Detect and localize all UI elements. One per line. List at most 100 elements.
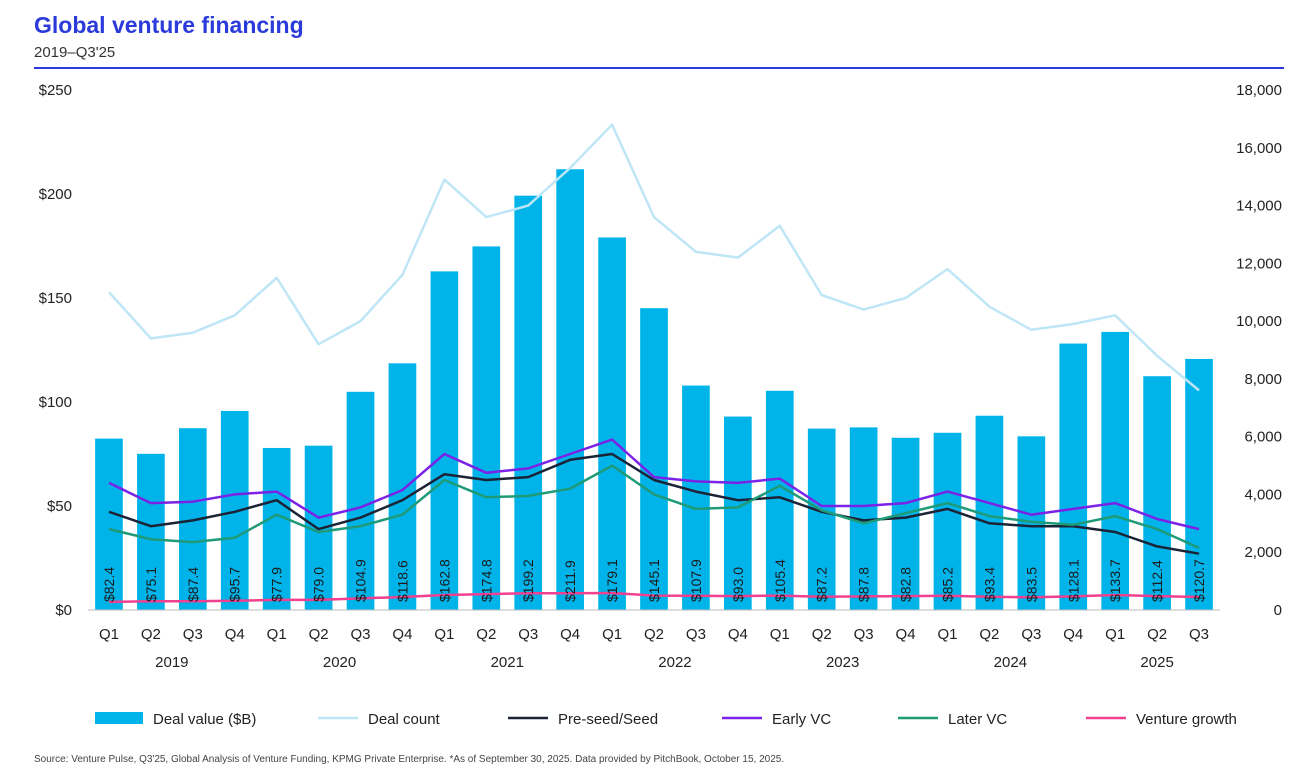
bar-data-label: $93.4 (981, 567, 997, 602)
x-axis-year-label: 2023 (826, 654, 859, 671)
right-axis-tick-label: 8,000 (1244, 371, 1282, 388)
right-axis-tick-label: 14,000 (1236, 198, 1282, 215)
x-axis-quarter-label: Q4 (1063, 626, 1083, 643)
bar-data-label: $107.9 (688, 559, 704, 602)
left-axis-tick-label: $100 (39, 394, 72, 411)
deal-value-bar (1059, 343, 1088, 610)
x-axis-quarter-label: Q3 (1189, 626, 1209, 643)
bar-data-label: $87.4 (185, 567, 201, 602)
x-axis-quarter-label: Q2 (476, 626, 496, 643)
right-axis-tick-label: 10,000 (1236, 313, 1282, 330)
deal-value-bar (598, 237, 626, 611)
x-axis-quarter-label: Q2 (309, 626, 329, 643)
x-axis-quarter-label: Q1 (1105, 626, 1125, 643)
x-axis-quarter-label: Q2 (644, 626, 664, 643)
deal-value-bar (724, 416, 752, 610)
legend-label: Early VC (772, 711, 831, 728)
deal-count-line (108, 123, 1200, 392)
right-axis-tick-label: 4,000 (1244, 486, 1282, 503)
bar-data-label: $95.7 (227, 567, 243, 602)
x-axis-quarter-label: Q1 (770, 626, 790, 643)
x-axis-quarter-label: Q4 (728, 626, 748, 643)
bar-data-label: $93.0 (730, 567, 746, 602)
x-axis-quarter-label: Q4 (896, 626, 916, 643)
bar-data-label: $112.4 (1149, 560, 1165, 602)
venture-growth-line (108, 591, 1200, 604)
left-axis-tick-label: $0 (55, 602, 72, 619)
x-axis-quarter-label: Q2 (141, 626, 161, 643)
bar-data-label: $82.4 (101, 567, 117, 602)
x-axis-quarter-label: Q3 (351, 626, 371, 643)
legend-label: Later VC (948, 711, 1007, 728)
deal-value-bar (1101, 331, 1130, 610)
right-axis-tick-label: 0 (1274, 602, 1282, 619)
bar-data-label: $105.4 (772, 559, 788, 602)
deal-value-bar (891, 437, 920, 610)
x-axis-quarter-label: Q1 (99, 626, 119, 643)
deal-value-bar (388, 363, 417, 610)
x-axis-quarter-label: Q1 (602, 626, 622, 643)
bar-data-label: $79.0 (311, 567, 327, 602)
chart-subtitle: 2019–Q3'25 (34, 44, 116, 61)
x-axis-quarter-label: Q1 (937, 626, 957, 643)
right-axis-tick-label: 12,000 (1236, 255, 1282, 272)
chart-title: Global venture financing (34, 12, 304, 38)
deal-value-bar (472, 246, 501, 610)
x-axis-year-label: 2020 (323, 654, 356, 671)
later-vc-line (108, 464, 1200, 550)
x-axis-quarter-label: Q1 (267, 626, 287, 643)
right-axis-tick-label: 2,000 (1244, 544, 1282, 561)
deal-value-bar (95, 438, 123, 610)
deal-value-bar (1143, 376, 1171, 610)
bar-data-label: $211.9 (562, 560, 578, 602)
left-axis-tick-label: $200 (39, 186, 72, 203)
x-axis-quarter-label: Q2 (979, 626, 999, 643)
bar-data-label: $128.1 (1065, 559, 1081, 602)
left-axis-tick-label: $50 (47, 498, 72, 515)
x-axis-quarter-label: Q2 (812, 626, 832, 643)
bar-data-label: $75.1 (143, 567, 159, 602)
deal-value-bar (1185, 358, 1213, 610)
pre-seed-seed-line (108, 452, 1200, 555)
bar-data-label: $162.8 (436, 559, 452, 602)
bar-data-label: $82.8 (898, 567, 914, 602)
deal-value-bar (807, 428, 836, 610)
bar-data-label: $179.1 (604, 559, 620, 602)
x-axis-year-label: 2024 (994, 654, 1027, 671)
bar-data-label: $104.9 (353, 559, 369, 602)
deal-value-bar (137, 453, 165, 610)
bar-data-label: $87.2 (814, 567, 830, 602)
x-axis-quarter-label: Q4 (225, 626, 245, 643)
x-axis-quarter-label: Q3 (854, 626, 874, 643)
x-axis-quarter-label: Q3 (518, 626, 538, 643)
right-axis-tick-label: 16,000 (1236, 140, 1282, 157)
x-axis-quarter-label: Q1 (434, 626, 454, 643)
x-axis-year-label: 2022 (658, 654, 691, 671)
early-vc-line (108, 438, 1200, 531)
venture-financing-chart: $0 $50 $100 $150 $200 $250 0 2,000 4,000 6,000 8,0… (39, 82, 1282, 728)
left-axis-tick-label: $250 (39, 82, 72, 99)
deal-value-bar (514, 195, 543, 610)
bar-data-label: $133.7 (1107, 559, 1123, 602)
x-axis-year-label: 2019 (155, 654, 188, 671)
bar-data-label: $77.9 (269, 567, 285, 602)
left-axis-tick-label: $150 (39, 290, 72, 307)
deal-value-bar (346, 391, 375, 610)
x-axis-year-label: 2021 (491, 654, 524, 671)
bar-data-label: $120.7 (1191, 559, 1207, 602)
x-axis-quarter-label: Q4 (560, 626, 580, 643)
bar-data-label: $118.6 (394, 560, 410, 602)
legend-label: Deal value ($B) (153, 711, 256, 728)
deal-value-bar (933, 432, 962, 610)
bar-data-label: $174.8 (478, 559, 494, 602)
deal-value-bar (262, 447, 291, 610)
bar-data-label: $87.8 (856, 567, 872, 602)
x-axis-year-label: 2025 (1140, 654, 1173, 671)
bar-data-label: $199.2 (520, 559, 536, 602)
bar-data-label: $85.2 (939, 567, 955, 602)
legend-label: Pre-seed/Seed (558, 711, 658, 728)
x-axis-quarter-label: Q3 (183, 626, 203, 643)
legend-label: Deal count (368, 711, 441, 728)
bar-data-label: $83.5 (1023, 567, 1039, 602)
source-note: Source: Venture Pulse, Q3'25, Global Ana… (34, 754, 785, 765)
